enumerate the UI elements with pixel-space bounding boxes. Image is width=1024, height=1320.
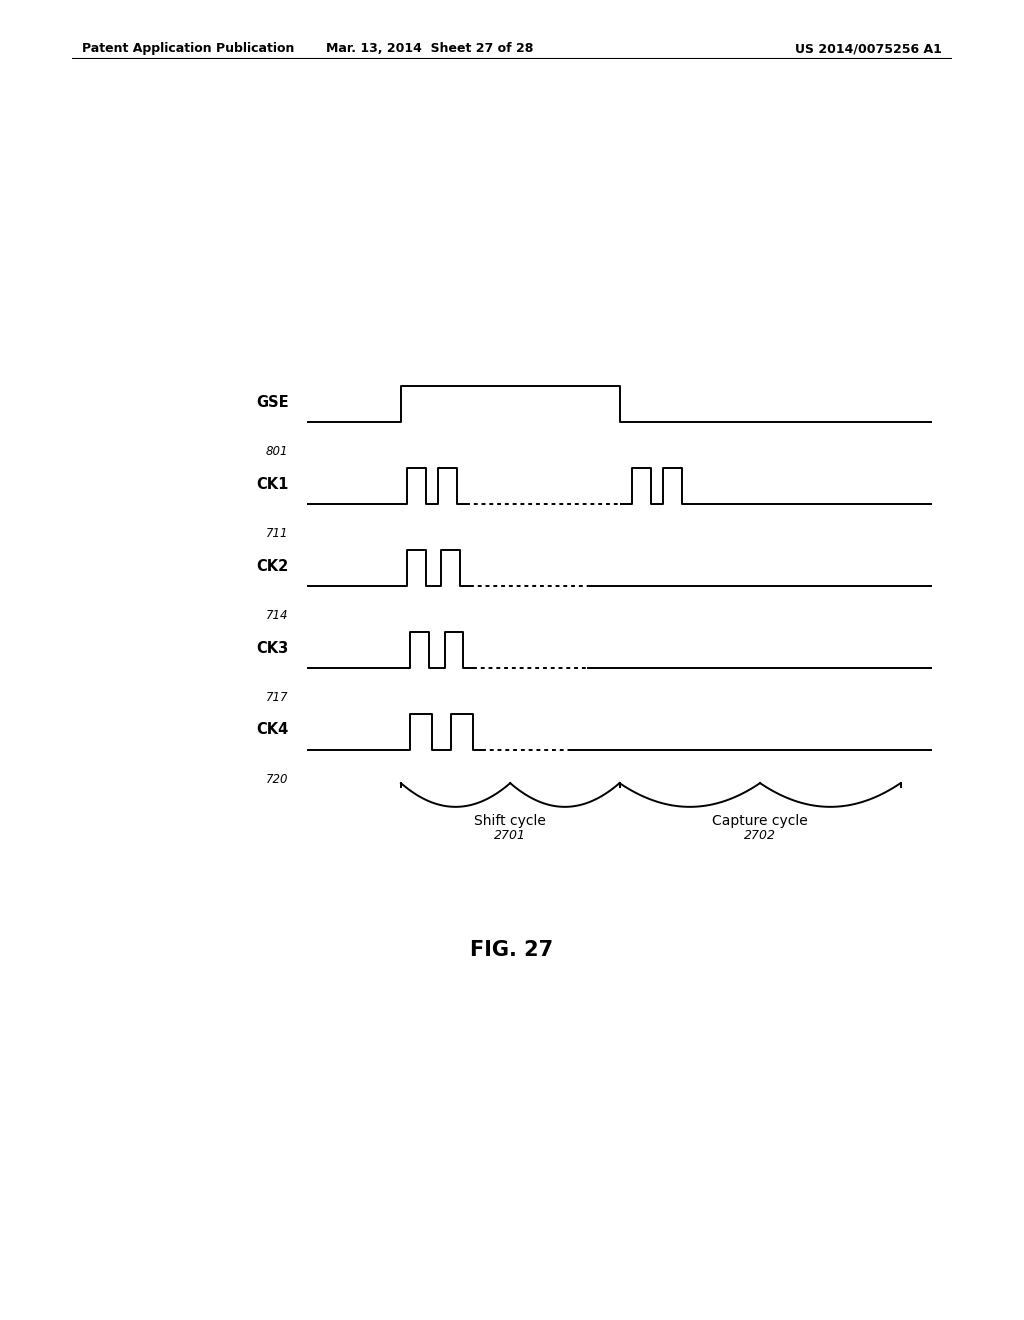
- Text: 801: 801: [266, 445, 289, 458]
- Text: FIG. 27: FIG. 27: [470, 940, 554, 960]
- Text: Patent Application Publication: Patent Application Publication: [82, 42, 294, 55]
- Text: Shift cycle: Shift cycle: [474, 814, 546, 828]
- Text: CK2: CK2: [256, 558, 289, 574]
- Text: 2701: 2701: [495, 829, 526, 842]
- Text: US 2014/0075256 A1: US 2014/0075256 A1: [796, 42, 942, 55]
- Text: GSE: GSE: [256, 395, 289, 411]
- Text: Mar. 13, 2014  Sheet 27 of 28: Mar. 13, 2014 Sheet 27 of 28: [327, 42, 534, 55]
- Text: 720: 720: [266, 772, 289, 785]
- Text: 2702: 2702: [744, 829, 776, 842]
- Text: 717: 717: [266, 690, 289, 704]
- Text: Capture cycle: Capture cycle: [712, 814, 808, 828]
- Text: 714: 714: [266, 609, 289, 622]
- Text: CK3: CK3: [256, 640, 289, 656]
- Text: CK4: CK4: [256, 722, 289, 738]
- Text: 711: 711: [266, 527, 289, 540]
- Text: CK1: CK1: [256, 477, 289, 492]
